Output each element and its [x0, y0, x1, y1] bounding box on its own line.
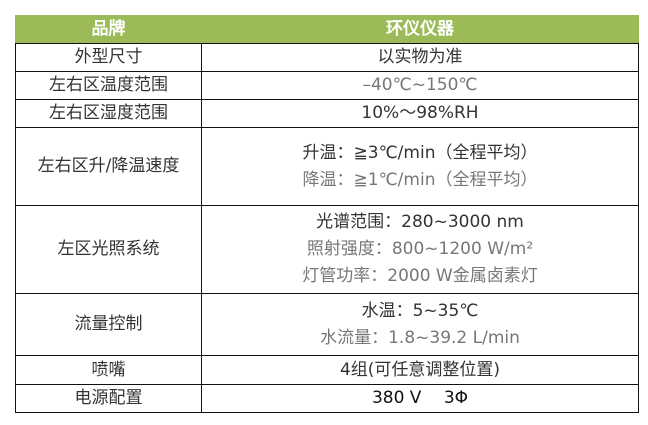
header-brand-value: 环仪仪器: [201, 15, 639, 44]
row-value: 380 V 3Φ: [201, 384, 639, 413]
table-row: 左右区湿度范围 10%～98%RH: [15, 99, 639, 128]
table-row: 左区光照系统 光谱范围：280~3000 nm 照射强度：800~1200 W/…: [15, 205, 639, 294]
table-row: 喷嘴 4组(可任意调整位置): [15, 355, 639, 385]
row-value: 4组(可任意调整位置): [201, 355, 639, 385]
row-label: 外型尺寸: [15, 43, 202, 72]
value-line: 照射强度：800~1200 W/m²: [306, 239, 534, 259]
spec-table: 品牌 环仪仪器 外型尺寸 以实物为准 左右区温度范围 –40℃~150℃ 左右区…: [15, 15, 639, 413]
table-row: 左右区温度范围 –40℃~150℃: [15, 71, 639, 100]
table-row: 外型尺寸 以实物为准: [15, 43, 639, 72]
row-value: –40℃~150℃: [201, 71, 639, 100]
value-line: 水温：5~35℃: [361, 300, 479, 321]
row-label: 左区光照系统: [15, 205, 202, 294]
row-label: 电源配置: [15, 384, 202, 413]
table-row: 左右区升/降温速度 升温：≧3℃/min（全程平均） 降温：≧1℃/min（全程…: [15, 127, 639, 206]
row-label: 流量控制: [15, 293, 202, 356]
row-label: 喷嘴: [15, 355, 202, 385]
row-label: 左右区湿度范围: [15, 99, 202, 128]
row-label: 左右区升/降温速度: [15, 127, 202, 206]
row-value: 光谱范围：280~3000 nm 照射强度：800~1200 W/m² 灯管功率…: [201, 205, 639, 294]
table-row: 流量控制 水温：5~35℃ 水流量：1.8~39.2 L/min: [15, 293, 639, 356]
row-value: 水温：5~35℃ 水流量：1.8~39.2 L/min: [201, 293, 639, 356]
table-header-row: 品牌 环仪仪器: [15, 15, 639, 44]
value-line: 水流量：1.8~39.2 L/min: [320, 327, 520, 348]
value-line: 光谱范围：280~3000 nm: [316, 212, 524, 232]
row-value: 以实物为准: [201, 43, 639, 72]
value-line: 灯管功率：2000 W金属卤素灯: [302, 266, 538, 286]
table-row: 电源配置 380 V 3Φ: [15, 384, 639, 413]
row-value: 10%～98%RH: [201, 99, 639, 128]
header-brand: 品牌: [15, 15, 202, 44]
row-value: 升温：≧3℃/min（全程平均） 降温：≧1℃/min（全程平均）: [201, 127, 639, 206]
row-label: 左右区温度范围: [15, 71, 202, 100]
value-line: 降温：≧1℃/min（全程平均）: [302, 169, 538, 190]
value-line: 升温：≧3℃/min（全程平均）: [302, 142, 538, 163]
